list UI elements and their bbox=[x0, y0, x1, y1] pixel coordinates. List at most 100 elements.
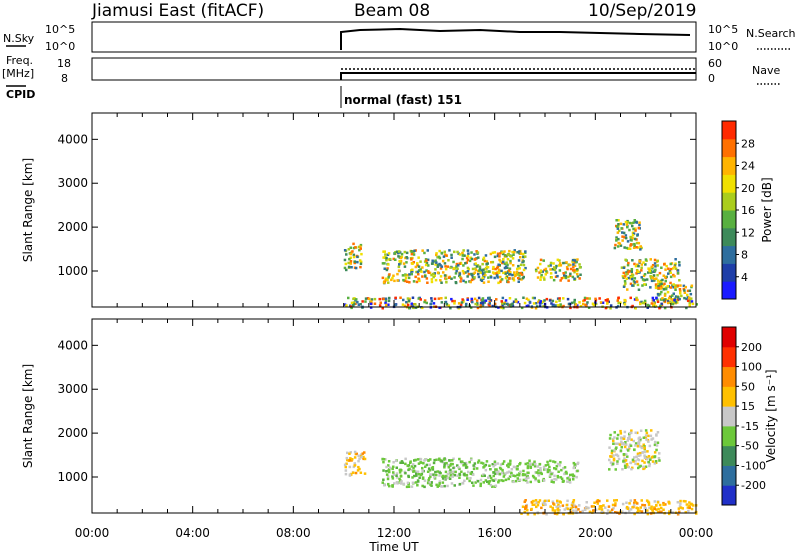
power-echo-cell bbox=[682, 287, 686, 291]
power-echo-cell bbox=[621, 235, 624, 238]
power-echo-cell bbox=[623, 280, 627, 283]
power-echo-cell bbox=[541, 300, 545, 303]
velocity-echo-cell bbox=[646, 450, 649, 453]
power-echo-cell bbox=[616, 245, 620, 248]
velocity-echo-cell bbox=[593, 501, 596, 504]
power-echo-cell bbox=[502, 252, 505, 256]
power-echo-cell bbox=[364, 297, 368, 300]
power-echo-cell bbox=[558, 262, 562, 265]
power-echo-cell bbox=[421, 306, 424, 310]
power-echo-cell bbox=[356, 300, 359, 304]
power-echo-cell bbox=[464, 262, 467, 265]
power-echo-cell bbox=[673, 299, 676, 302]
power-echo-cell bbox=[417, 297, 420, 300]
velocity-echo-cell bbox=[450, 482, 454, 485]
velocity-echo-cell bbox=[417, 480, 420, 483]
velocity-echo-cell bbox=[435, 458, 438, 461]
velocity-echo-cell bbox=[348, 452, 351, 455]
power-echo-cell bbox=[562, 297, 565, 300]
velocity-echo-cell bbox=[598, 499, 601, 503]
power-echo-cell bbox=[625, 277, 628, 280]
velocity-echo-cell bbox=[489, 468, 492, 471]
freq-tick-top: 18 bbox=[57, 57, 71, 70]
power-echo-cell bbox=[576, 258, 579, 261]
freq-unit: [MHz] bbox=[2, 67, 34, 80]
velocity-echo-cell bbox=[398, 477, 401, 481]
power-echo-cell bbox=[396, 272, 399, 276]
power-echo-cell bbox=[513, 250, 516, 254]
velocity-echo-cell bbox=[514, 479, 518, 483]
power-echo-cell bbox=[676, 269, 680, 272]
power-echo-cell bbox=[513, 271, 516, 274]
velocity-echo-cell bbox=[386, 477, 390, 481]
velocity-echo-cell bbox=[638, 465, 641, 468]
power-echo-cell bbox=[505, 261, 508, 264]
power-echo-cell bbox=[445, 302, 449, 306]
velocity-echo-cell bbox=[456, 464, 459, 467]
power-echo-cell bbox=[522, 296, 525, 299]
power-echo-cell bbox=[430, 297, 433, 300]
velocity-echo-cell bbox=[632, 439, 635, 443]
power-echo-cell bbox=[655, 296, 658, 300]
power-echo-cell bbox=[646, 303, 649, 307]
velocity-echo-cell bbox=[469, 472, 472, 475]
velocity-echo-cell bbox=[628, 447, 631, 450]
power-echo-cell bbox=[359, 303, 362, 306]
power-echo-cell bbox=[436, 271, 440, 274]
velocity-echo-cell bbox=[415, 474, 418, 477]
velocity-echo-cell bbox=[514, 465, 517, 469]
power-echo-cell bbox=[391, 276, 394, 280]
velocity-echo-cell bbox=[423, 485, 426, 489]
power-echo-cell bbox=[410, 258, 413, 261]
power-echo-cell bbox=[481, 298, 484, 302]
velocity-echo-cell bbox=[574, 505, 578, 509]
velocity-echo-cell bbox=[446, 472, 449, 476]
power-echo-cell bbox=[660, 286, 664, 289]
velocity-echo-cell bbox=[419, 458, 423, 461]
power-echo-cell bbox=[649, 271, 653, 274]
power-echo-cell bbox=[419, 268, 422, 271]
power-echo-cell bbox=[525, 297, 529, 300]
power-echo-cell bbox=[378, 304, 382, 307]
power-echo-cell bbox=[626, 221, 630, 224]
power-echo-cell bbox=[634, 307, 637, 310]
power-echo-cell bbox=[413, 249, 416, 253]
velocity-echo-cell bbox=[426, 470, 430, 473]
velocity-echo-cell bbox=[617, 457, 621, 461]
power-echo-cell bbox=[650, 279, 654, 283]
power-echo-cell bbox=[477, 275, 481, 279]
power-echo-cell bbox=[654, 265, 657, 268]
power-echo-cell bbox=[627, 247, 630, 250]
power-echo-cell bbox=[659, 304, 662, 308]
power-echo-cell bbox=[356, 255, 359, 259]
velocity-echo-cell bbox=[596, 499, 600, 502]
power-echo-cell bbox=[367, 297, 371, 301]
velocity-echo-cell bbox=[394, 459, 398, 463]
velocity-echo-cell bbox=[381, 458, 385, 461]
power-echo-cell bbox=[553, 268, 557, 271]
velocity-echo-cell bbox=[632, 503, 636, 507]
power-echo-cell bbox=[631, 273, 635, 277]
power-echo-cell bbox=[414, 303, 417, 306]
power-echo-cell bbox=[402, 262, 406, 265]
velocity-echo-cell bbox=[642, 465, 645, 469]
velocity-echo-cell bbox=[496, 472, 499, 475]
velocity-echo-cell bbox=[538, 499, 542, 502]
velocity-ytick-label: 1000 bbox=[57, 470, 88, 484]
power-echo-cell bbox=[637, 226, 641, 230]
power-echo-cell bbox=[509, 305, 513, 308]
power-echo-cell bbox=[438, 262, 441, 266]
power-colorbar-segment bbox=[722, 192, 736, 211]
velocity-echo-cell bbox=[526, 466, 530, 470]
velocity-echo-cell bbox=[504, 478, 508, 482]
power-echo-cell bbox=[662, 274, 665, 277]
power-ytick-label: 1000 bbox=[57, 264, 88, 278]
power-echo-cell bbox=[405, 280, 409, 283]
power-echo-cell bbox=[359, 243, 363, 247]
velocity-echo-cell bbox=[529, 465, 533, 469]
power-echo-cell bbox=[417, 278, 421, 281]
power-echo-cell bbox=[658, 306, 661, 310]
power-echo-region bbox=[343, 296, 698, 310]
power-echo-cell bbox=[632, 227, 635, 231]
power-echo-cell bbox=[477, 272, 480, 276]
